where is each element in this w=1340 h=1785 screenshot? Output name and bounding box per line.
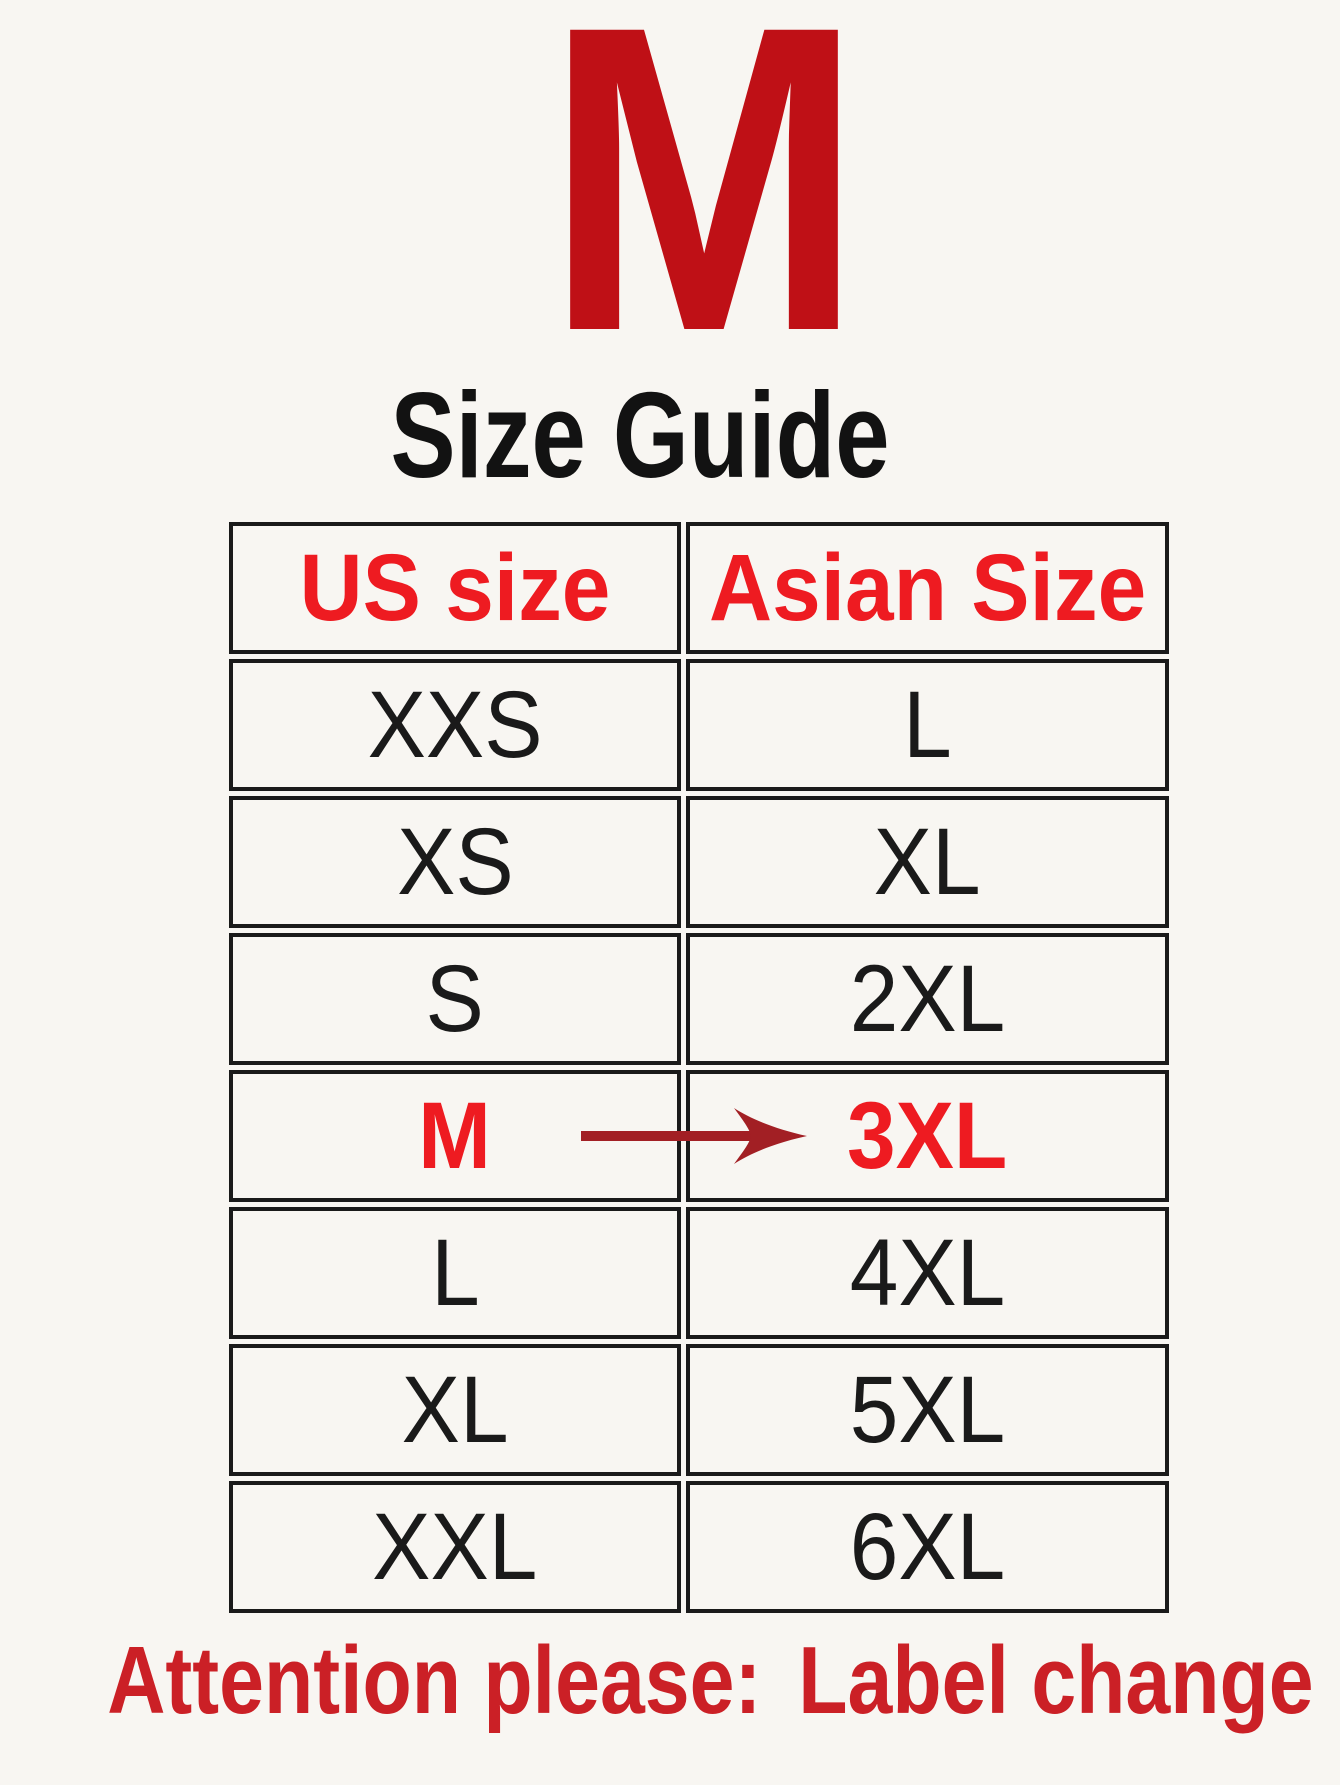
us-size-value: XS bbox=[396, 808, 514, 915]
attention-note: Attention please: Label change bbox=[107, 1627, 1313, 1734]
attention-message: Label change bbox=[798, 1627, 1314, 1734]
us-size-value: XXL bbox=[372, 1493, 538, 1600]
header-cell-asian-size: Asian Size bbox=[686, 522, 1170, 654]
cell-asian-size: 6XL bbox=[686, 1481, 1170, 1613]
asian-size-value: 6XL bbox=[849, 1493, 1006, 1600]
us-size-value: XXS bbox=[367, 671, 543, 778]
attention-label: Attention please: bbox=[107, 1627, 762, 1734]
cell-us-size: S bbox=[229, 933, 681, 1065]
table-header: US size Asian Size bbox=[229, 522, 1170, 654]
table-row-highlighted: M 3XL bbox=[229, 1070, 1170, 1202]
cell-asian-size: 5XL bbox=[686, 1344, 1170, 1476]
cell-us-size: M bbox=[229, 1070, 681, 1202]
us-size-value: M bbox=[418, 1082, 492, 1189]
header-label-asian-size: Asian Size bbox=[709, 534, 1147, 641]
us-size-value: L bbox=[430, 1219, 480, 1326]
size-letter: M bbox=[544, 0, 864, 422]
us-size-value: XL bbox=[401, 1356, 509, 1463]
asian-size-value: 3XL bbox=[847, 1082, 1008, 1189]
cell-us-size: XS bbox=[229, 796, 681, 928]
cell-us-size: XXS bbox=[229, 659, 681, 791]
table-row: L 4XL bbox=[229, 1207, 1170, 1339]
table-header-row: US size Asian Size bbox=[229, 522, 1170, 654]
page-title: Size Guide bbox=[390, 367, 890, 503]
table-row: XXS L bbox=[229, 659, 1170, 791]
table-row: XL 5XL bbox=[229, 1344, 1170, 1476]
cell-asian-size: 2XL bbox=[686, 933, 1170, 1065]
header-cell-us-size: US size bbox=[229, 522, 681, 654]
asian-size-value: 4XL bbox=[849, 1219, 1006, 1326]
header-label-us-size: US size bbox=[299, 534, 611, 641]
asian-size-value: XL bbox=[874, 808, 982, 915]
us-size-value: S bbox=[425, 945, 485, 1052]
cell-asian-size: 4XL bbox=[686, 1207, 1170, 1339]
cell-asian-size: L bbox=[686, 659, 1170, 791]
cell-us-size: L bbox=[229, 1207, 681, 1339]
cell-us-size: XL bbox=[229, 1344, 681, 1476]
asian-size-value: L bbox=[903, 671, 952, 778]
table-row: S 2XL bbox=[229, 933, 1170, 1065]
table-body: XXS L XS XL S 2XL M 3XL L 4XL XL 5XL XXL… bbox=[229, 659, 1170, 1613]
cell-asian-size: XL bbox=[686, 796, 1170, 928]
asian-size-value: 2XL bbox=[849, 945, 1006, 1052]
table-row: XXL 6XL bbox=[229, 1481, 1170, 1613]
table-row: XS XL bbox=[229, 796, 1170, 928]
cell-us-size: XXL bbox=[229, 1481, 681, 1613]
asian-size-value: 5XL bbox=[849, 1356, 1006, 1463]
size-conversion-table: US size Asian Size XXS L XS XL S 2XL M 3… bbox=[224, 517, 1174, 1618]
cell-asian-size: 3XL bbox=[686, 1070, 1170, 1202]
